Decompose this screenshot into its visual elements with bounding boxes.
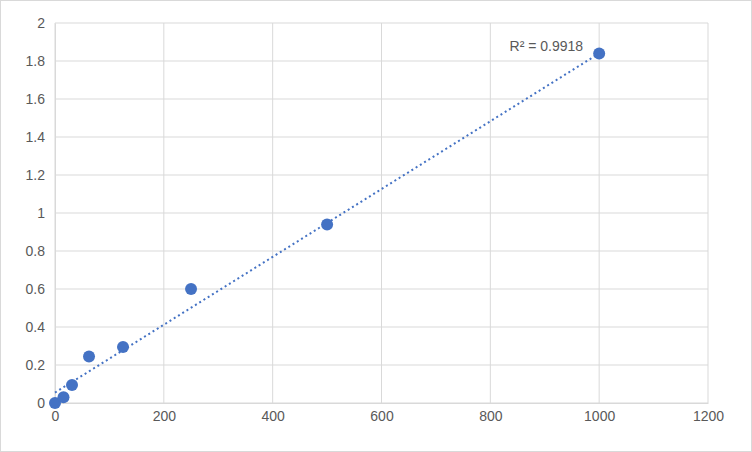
tick: 0.4 — [26, 319, 55, 335]
tick: 2 — [37, 15, 55, 31]
tick-label: 1200 — [693, 408, 724, 424]
chart: 0 200 400 600 800 1000 1200 0 0.2 0.4 0.6 0.8 1 1.2 1.… — [0, 0, 752, 452]
plot-area: 0 200 400 600 800 1000 1200 0 0.2 0.4 0.6 0.8 1 1.2 1.… — [26, 15, 725, 424]
tick: 1000 — [584, 403, 615, 424]
tick-label: 1 — [37, 205, 45, 221]
tick-label: 0 — [52, 408, 60, 424]
tick-label: 1.8 — [26, 53, 46, 69]
tick-label: 0.6 — [26, 281, 46, 297]
point — [593, 47, 605, 59]
axis-line — [56, 403, 709, 404]
annotation: R² = 0.9918 — [510, 38, 584, 54]
tick: 0.2 — [26, 357, 55, 373]
point — [83, 350, 95, 362]
tick-label: 1.4 — [26, 129, 46, 145]
point — [185, 283, 197, 295]
tick-label: 1000 — [584, 408, 615, 424]
grid — [55, 23, 708, 403]
point — [66, 379, 78, 391]
x-grid-line — [599, 23, 600, 403]
tick: 1.4 — [26, 129, 55, 145]
tick-label: 1.6 — [26, 91, 46, 107]
tick-label: 0 — [37, 395, 45, 411]
y-axis: 0 0.2 0.4 0.6 0.8 1 1.2 1.4 1.6 1.8 2 — [26, 15, 56, 411]
tick-label: 0.8 — [26, 243, 46, 259]
x-grid-line — [272, 23, 273, 403]
tick: 800 — [479, 403, 503, 424]
tick-label: 800 — [479, 408, 503, 424]
tick-label: 400 — [261, 408, 285, 424]
axis-line — [55, 24, 56, 404]
tick: 1 — [37, 205, 55, 221]
chart-border — [1, 1, 752, 452]
tick-label: 0.2 — [26, 357, 46, 373]
x-grid-line — [163, 23, 164, 403]
tick: 200 — [153, 403, 177, 424]
point — [117, 341, 129, 353]
tick: 1.8 — [26, 53, 55, 69]
x-grid-line — [55, 23, 56, 403]
tick: 1.6 — [26, 91, 55, 107]
x-grid-line — [490, 23, 491, 403]
tick-label: 200 — [153, 408, 177, 424]
x-grid-line — [708, 23, 709, 403]
tick-label: 2 — [37, 15, 45, 31]
point — [321, 218, 333, 230]
x-axis: 0 200 400 600 800 1000 1200 — [52, 403, 725, 424]
tick-label: 0.4 — [26, 319, 46, 335]
tick: 600 — [370, 403, 394, 424]
tick-label: 1.2 — [26, 167, 46, 183]
tick-label: 600 — [370, 408, 394, 424]
tick: 0.8 — [26, 243, 55, 259]
trendline — [55, 53, 599, 392]
tick: 1200 — [693, 403, 724, 424]
tick: 0.6 — [26, 281, 55, 297]
point — [57, 391, 69, 403]
x-grid-line — [381, 23, 382, 403]
tick: 400 — [261, 403, 285, 424]
marks — [49, 47, 605, 409]
tick: 1.2 — [26, 167, 55, 183]
